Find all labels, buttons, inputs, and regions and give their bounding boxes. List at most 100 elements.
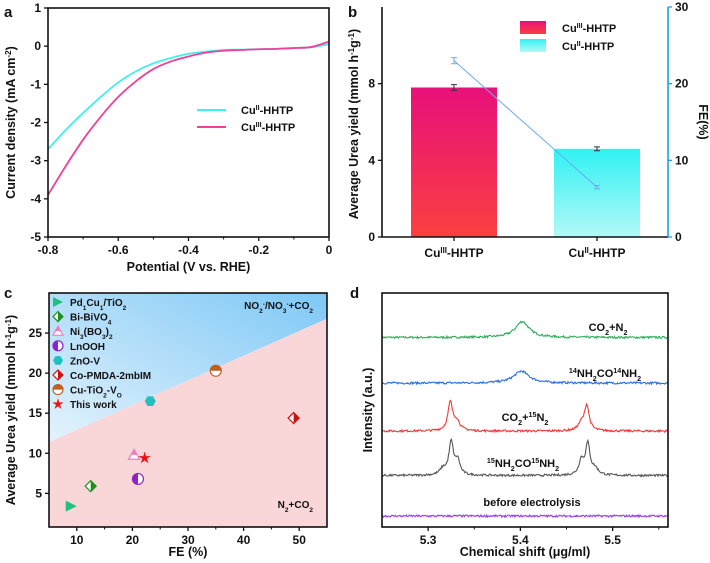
spectrum-line	[381, 438, 668, 478]
y-tick-label: -3	[30, 154, 41, 168]
x-tick-label: 40	[237, 533, 251, 547]
circle-fill	[132, 473, 138, 485]
y-tick-label: 15	[29, 406, 43, 420]
legend-label: CuII-HHTP	[562, 40, 614, 53]
spectrum-label: 14NH2CO14NH2	[569, 367, 641, 383]
y2-tick-label: 30	[675, 0, 689, 14]
y-tick-label: -1	[30, 77, 41, 91]
y-tick-label: 0	[34, 39, 41, 53]
hexagon-shape	[144, 396, 156, 406]
x-tick-label: CuIII-HHTP	[424, 246, 483, 261]
panel-letter-b: b	[348, 4, 357, 21]
marker-hexagon	[53, 356, 63, 365]
x-tick-label: 50	[293, 533, 307, 547]
panel-a-lsv-chart: CuII-HHTP CuIII-HHTP -0.8 -0.6 -0.4 -0.2 0 -5 -4…	[4, 1, 333, 274]
fe-line	[453, 60, 598, 188]
x-tick-label: 5.3	[420, 533, 437, 547]
y2-axis-title: FE(%)	[696, 104, 710, 139]
region-label-lower: N2+CO2	[278, 500, 314, 514]
diamond-fill	[90, 480, 97, 492]
y-axis-title: Average Urea yield (mmol h-1g-1)	[4, 315, 19, 505]
y-tick-label: -4	[30, 192, 41, 206]
triangle-fill	[55, 326, 61, 332]
circle-fill	[53, 340, 58, 351]
y-tick-label: 8	[368, 77, 375, 91]
no2-no3-co2-region	[49, 293, 327, 443]
spectrum-label: 15NH2CO15NH2	[487, 457, 559, 473]
marker-half-circle	[52, 340, 64, 352]
y-tick-label: 0	[368, 230, 375, 244]
legend-label: CuIII-HHTP	[562, 22, 616, 35]
x-tick-label: -0.6	[108, 243, 129, 257]
legend-label: CuII-HHTP	[241, 104, 293, 117]
x-tick-label: 5.4	[512, 533, 529, 547]
panel-b-urea-yield-bar-chart: CuIII-HHTP CuII-HHTP CuIII-HHTP CuII-HHTP 0 4…	[347, 0, 710, 260]
y-tick-label: 25	[29, 326, 43, 340]
marker-star	[138, 451, 151, 464]
marker-half-diamond	[84, 479, 98, 493]
x-tick-label: 20	[126, 533, 140, 547]
y-tick-label: 1	[34, 1, 41, 15]
diamond-fill	[58, 311, 63, 322]
x-axis-title: Chemical shift (μg/ml)	[460, 545, 591, 559]
legend-swatch	[520, 21, 546, 34]
panel-d-nmr-spectra: CO2+N2 14NH2CO14NH2 CO2+15N2 15NH2CO15NH2 be…	[361, 292, 669, 559]
legend-label: Bi-BiVO4	[70, 313, 112, 327]
n2-co2-region	[49, 318, 327, 527]
spectrum-line	[381, 320, 668, 340]
triangle-marker	[53, 297, 63, 307]
x-tick-label: CuII-HHTP	[568, 246, 625, 261]
legend-label: This work	[70, 400, 117, 411]
spectrum-line	[381, 399, 668, 434]
spectrum-line	[381, 513, 668, 519]
y-tick-label: 20	[29, 366, 43, 380]
x-tick-label: 0	[326, 243, 333, 257]
y-axis-title: Intensity (a.u.)	[361, 368, 375, 453]
x-tick-label: -0.4	[178, 243, 199, 257]
x-axis-title: Potential (V vs. RHE)	[127, 260, 251, 274]
y-axis-title: Average Urea yield (mmol h-1g-1)	[347, 29, 362, 219]
marker-star	[52, 398, 64, 410]
y2-tick-label: 20	[675, 77, 689, 91]
y2-tick-label: 0	[675, 230, 682, 244]
y-tick-label: 5	[35, 486, 42, 500]
panel-c-comparison-scatter: NO2-/NO3-+CO2 N2+CO2 Pd1Cu1/TiO2Bi-BiVO4Ni…	[4, 292, 328, 559]
fe-error-bar	[594, 185, 600, 190]
legend-label: Pd1Cu1/TiO2	[70, 298, 127, 312]
panel-letter-a: a	[4, 4, 13, 21]
bar-cu3-hhtp	[411, 87, 497, 237]
marker-half-diamond	[52, 369, 64, 381]
marker-triangle-right	[53, 297, 63, 307]
star-shape	[138, 451, 151, 464]
legend-label: Cu-TiO2-VO	[70, 386, 122, 400]
y2-tick-label: 10	[675, 153, 689, 167]
marker-top-half-circle	[52, 384, 64, 396]
bar-error-bar	[451, 84, 457, 91]
hexagon-shape	[53, 356, 63, 365]
triangle-fill	[131, 449, 138, 455]
spectrum-line	[381, 370, 668, 386]
x-tick-label: -0.2	[248, 243, 269, 257]
x-tick-label: 10	[70, 533, 84, 547]
circle-fill	[210, 365, 222, 371]
marker-top-half-circle	[209, 364, 222, 377]
x-tick-label: -0.8	[38, 243, 59, 257]
bar-cu2-hhtp	[554, 148, 640, 237]
triangle-marker	[65, 500, 77, 512]
y-tick-label: -5	[30, 230, 41, 244]
marker-half-circle	[131, 472, 145, 486]
legend-label: ZnO-V	[70, 356, 100, 367]
panel-letter-c: c	[4, 285, 12, 302]
y-tick-label: -2	[30, 116, 41, 130]
legend-label: Ni3(BO3)2	[70, 327, 113, 341]
spectrum-label: CO2+N2	[589, 322, 628, 337]
marker-triangle-right	[65, 500, 77, 512]
x-tick-label: 30	[181, 533, 195, 547]
legend-label: Co-PMDA-2mbIM	[70, 371, 151, 382]
star-shape	[52, 398, 64, 410]
panel-letter-d: d	[350, 285, 359, 302]
legend-swatch	[520, 39, 546, 52]
y-axis-title: Current density (mA cm-2)	[4, 46, 19, 199]
marker-half-diamond	[52, 310, 64, 323]
spectrum-label: before electrolysis	[483, 497, 580, 509]
